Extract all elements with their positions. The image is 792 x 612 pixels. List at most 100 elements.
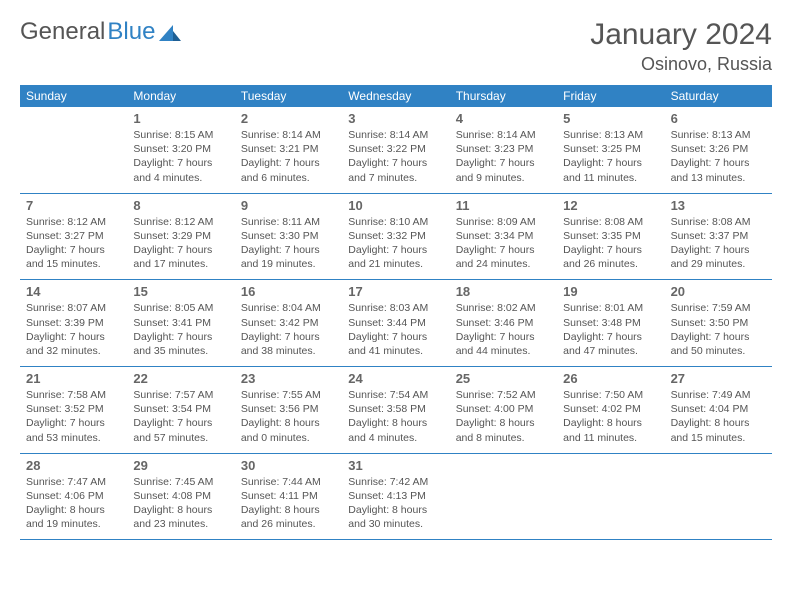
sunset-text: Sunset: 4:00 PM [456,402,551,416]
title-block: January 2024 Osinovo, Russia [590,18,772,75]
daylight-text: and 30 minutes. [348,517,443,531]
sunset-text: Sunset: 3:58 PM [348,402,443,416]
daylight-text: and 11 minutes. [563,431,658,445]
daylight-text: and 15 minutes. [26,257,121,271]
week-row: 28Sunrise: 7:47 AMSunset: 4:06 PMDayligh… [20,454,772,541]
sunrise-text: Sunrise: 8:14 AM [241,128,336,142]
daylight-text: Daylight: 7 hours [456,243,551,257]
sunrise-text: Sunrise: 8:13 AM [671,128,766,142]
daylight-text: Daylight: 7 hours [671,243,766,257]
daylight-text: and 9 minutes. [456,171,551,185]
day-cell: 14Sunrise: 8:07 AMSunset: 3:39 PMDayligh… [20,280,127,366]
daylight-text: Daylight: 8 hours [26,503,121,517]
day-cell: 19Sunrise: 8:01 AMSunset: 3:48 PMDayligh… [557,280,664,366]
day-number: 16 [241,284,336,299]
day-cell: 16Sunrise: 8:04 AMSunset: 3:42 PMDayligh… [235,280,342,366]
daylight-text: and 6 minutes. [241,171,336,185]
sunrise-text: Sunrise: 8:08 AM [671,215,766,229]
day-number: 17 [348,284,443,299]
sunset-text: Sunset: 3:26 PM [671,142,766,156]
sunset-text: Sunset: 4:06 PM [26,489,121,503]
sunrise-text: Sunrise: 7:59 AM [671,301,766,315]
weekday-cell: Saturday [665,85,772,107]
day-number: 25 [456,371,551,386]
day-cell: 5Sunrise: 8:13 AMSunset: 3:25 PMDaylight… [557,107,664,193]
sunrise-text: Sunrise: 8:07 AM [26,301,121,315]
logo-triangle-icon [159,23,181,41]
sunset-text: Sunset: 4:13 PM [348,489,443,503]
sunrise-text: Sunrise: 7:55 AM [241,388,336,402]
day-cell: 17Sunrise: 8:03 AMSunset: 3:44 PMDayligh… [342,280,449,366]
day-cell: 24Sunrise: 7:54 AMSunset: 3:58 PMDayligh… [342,367,449,453]
weekday-cell: Friday [557,85,664,107]
daylight-text: and 29 minutes. [671,257,766,271]
day-number: 12 [563,198,658,213]
day-cell: 22Sunrise: 7:57 AMSunset: 3:54 PMDayligh… [127,367,234,453]
sunrise-text: Sunrise: 7:57 AM [133,388,228,402]
day-cell: 6Sunrise: 8:13 AMSunset: 3:26 PMDaylight… [665,107,772,193]
day-number: 18 [456,284,551,299]
logo: GeneralBlue [20,18,181,46]
weekday-header-row: SundayMondayTuesdayWednesdayThursdayFrid… [20,85,772,107]
day-cell [450,454,557,540]
day-number: 14 [26,284,121,299]
day-cell: 11Sunrise: 8:09 AMSunset: 3:34 PMDayligh… [450,194,557,280]
day-cell: 18Sunrise: 8:02 AMSunset: 3:46 PMDayligh… [450,280,557,366]
sunset-text: Sunset: 3:27 PM [26,229,121,243]
sunset-text: Sunset: 3:50 PM [671,316,766,330]
weekday-cell: Wednesday [342,85,449,107]
sunset-text: Sunset: 4:04 PM [671,402,766,416]
sunset-text: Sunset: 3:25 PM [563,142,658,156]
location: Osinovo, Russia [590,54,772,75]
daylight-text: Daylight: 7 hours [563,330,658,344]
day-cell: 27Sunrise: 7:49 AMSunset: 4:04 PMDayligh… [665,367,772,453]
daylight-text: and 15 minutes. [671,431,766,445]
daylight-text: and 50 minutes. [671,344,766,358]
daylight-text: and 47 minutes. [563,344,658,358]
daylight-text: and 8 minutes. [456,431,551,445]
day-cell: 3Sunrise: 8:14 AMSunset: 3:22 PMDaylight… [342,107,449,193]
sunrise-text: Sunrise: 7:49 AM [671,388,766,402]
day-number: 20 [671,284,766,299]
day-cell: 10Sunrise: 8:10 AMSunset: 3:32 PMDayligh… [342,194,449,280]
sunset-text: Sunset: 3:34 PM [456,229,551,243]
day-number: 9 [241,198,336,213]
day-cell [20,107,127,193]
daylight-text: and 53 minutes. [26,431,121,445]
sunrise-text: Sunrise: 8:05 AM [133,301,228,315]
daylight-text: and 11 minutes. [563,171,658,185]
day-cell: 26Sunrise: 7:50 AMSunset: 4:02 PMDayligh… [557,367,664,453]
day-cell: 29Sunrise: 7:45 AMSunset: 4:08 PMDayligh… [127,454,234,540]
day-cell: 30Sunrise: 7:44 AMSunset: 4:11 PMDayligh… [235,454,342,540]
daylight-text: and 19 minutes. [26,517,121,531]
daylight-text: Daylight: 8 hours [456,416,551,430]
daylight-text: and 57 minutes. [133,431,228,445]
sunrise-text: Sunrise: 8:15 AM [133,128,228,142]
sunrise-text: Sunrise: 7:47 AM [26,475,121,489]
sunrise-text: Sunrise: 8:01 AM [563,301,658,315]
day-cell: 23Sunrise: 7:55 AMSunset: 3:56 PMDayligh… [235,367,342,453]
sunset-text: Sunset: 3:41 PM [133,316,228,330]
logo-word1: General [20,18,105,46]
daylight-text: Daylight: 7 hours [563,243,658,257]
day-number: 13 [671,198,766,213]
daylight-text: Daylight: 7 hours [456,156,551,170]
day-number: 19 [563,284,658,299]
sunset-text: Sunset: 3:37 PM [671,229,766,243]
day-number: 31 [348,458,443,473]
sunset-text: Sunset: 3:29 PM [133,229,228,243]
daylight-text: Daylight: 8 hours [671,416,766,430]
day-cell: 9Sunrise: 8:11 AMSunset: 3:30 PMDaylight… [235,194,342,280]
day-number: 2 [241,111,336,126]
day-cell: 12Sunrise: 8:08 AMSunset: 3:35 PMDayligh… [557,194,664,280]
day-cell: 13 Sunrise: 8:08 AMSunset: 3:37 PMDayligh… [665,194,772,280]
day-number: 30 [241,458,336,473]
week-row: 7Sunrise: 8:12 AMSunset: 3:27 PMDaylight… [20,194,772,281]
daylight-text: Daylight: 7 hours [563,156,658,170]
sunrise-text: Sunrise: 7:42 AM [348,475,443,489]
sunset-text: Sunset: 3:23 PM [456,142,551,156]
sunset-text: Sunset: 4:02 PM [563,402,658,416]
daylight-text: Daylight: 7 hours [26,243,121,257]
daylight-text: and 38 minutes. [241,344,336,358]
day-number: 10 [348,198,443,213]
